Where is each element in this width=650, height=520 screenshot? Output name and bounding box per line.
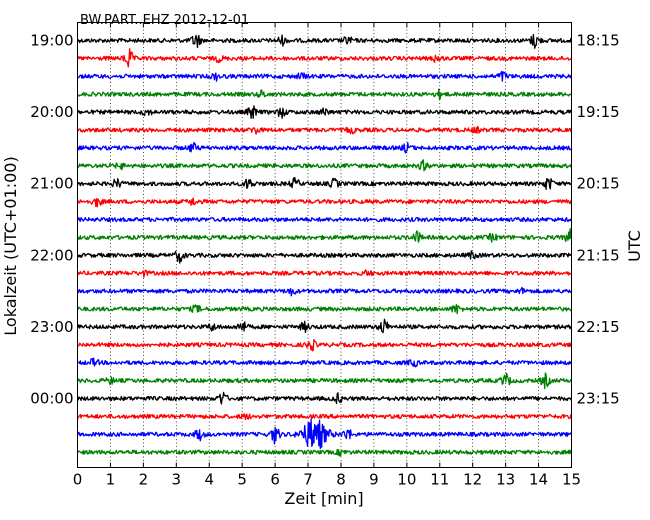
trace-line — [77, 48, 573, 68]
trace-line — [76, 318, 572, 334]
x-tick-label: 7 — [303, 471, 313, 489]
y-tick-label-left: 00:00 — [30, 390, 73, 408]
trace-line — [76, 125, 573, 135]
trace-line — [77, 339, 572, 352]
trace-line — [76, 176, 572, 191]
x-tick-label: 10 — [397, 471, 416, 489]
trace-line — [77, 413, 573, 421]
y-tick-label-right: 18:15 — [577, 32, 620, 50]
y-tick-label-right: 19:15 — [577, 103, 620, 121]
x-tick-label: 6 — [270, 471, 280, 489]
trace-line — [77, 286, 572, 297]
trace-line — [76, 250, 572, 264]
x-tick-label: 12 — [463, 471, 482, 489]
vertical-grid — [110, 22, 539, 468]
y-tick-label-left: 20:00 — [30, 103, 73, 121]
trace-line — [77, 269, 572, 278]
y-axis-label-right: UTC — [625, 230, 644, 262]
x-tick-label: 0 — [73, 471, 83, 489]
trace-line — [76, 88, 572, 100]
x-tick-label: 2 — [139, 471, 149, 489]
x-tick-label: 3 — [172, 471, 182, 489]
x-axis-label: Zeit [min] — [284, 489, 363, 508]
trace-line — [77, 141, 572, 154]
x-tick-label: 9 — [369, 471, 379, 489]
y-tick-label-left: 19:00 — [30, 32, 73, 50]
trace-line — [76, 418, 573, 450]
trace-line — [77, 372, 572, 390]
trace-line — [77, 303, 572, 315]
trace-line — [77, 357, 573, 368]
trace-line — [77, 448, 573, 457]
trace-line — [77, 391, 573, 405]
x-tick-label: 8 — [336, 471, 346, 489]
y-tick-label-right: 21:15 — [577, 246, 620, 264]
trace-line — [76, 228, 573, 243]
x-tick-label: 5 — [237, 471, 247, 489]
y-axis-label-left: Lokalzeit (UTC+01:00) — [1, 156, 20, 335]
chart-title: BW.PART..EHZ 2012-12-01 — [80, 13, 249, 28]
y-tick-label-left: 22:00 — [30, 246, 73, 264]
trace-line — [76, 105, 573, 119]
trace-line — [77, 216, 573, 223]
y-tick-label-right: 23:15 — [577, 390, 620, 408]
axis-ticks: 0 1 2 3 4 5 6 7 8 9 10 11 12 13 14 1519:0020:0021:0022:… — [30, 22, 620, 489]
y-tick-label-right: 20:15 — [577, 175, 620, 193]
x-tick-label: 14 — [529, 471, 548, 489]
seismogram-traces — [76, 33, 573, 457]
x-tick-label: 11 — [430, 471, 449, 489]
trace-line — [76, 197, 573, 208]
y-tick-label-left: 21:00 — [30, 175, 73, 193]
x-tick-label: 15 — [562, 471, 581, 489]
y-tick-label-right: 22:15 — [577, 318, 620, 336]
trace-line — [76, 159, 572, 172]
y-tick-label-left: 23:00 — [30, 318, 73, 336]
x-tick-label: 13 — [496, 471, 515, 489]
trace-line — [77, 70, 573, 82]
x-tick-label: 4 — [204, 471, 214, 489]
x-tick-label: 1 — [106, 471, 116, 489]
trace-line — [76, 33, 572, 49]
plot-frame — [77, 22, 572, 468]
